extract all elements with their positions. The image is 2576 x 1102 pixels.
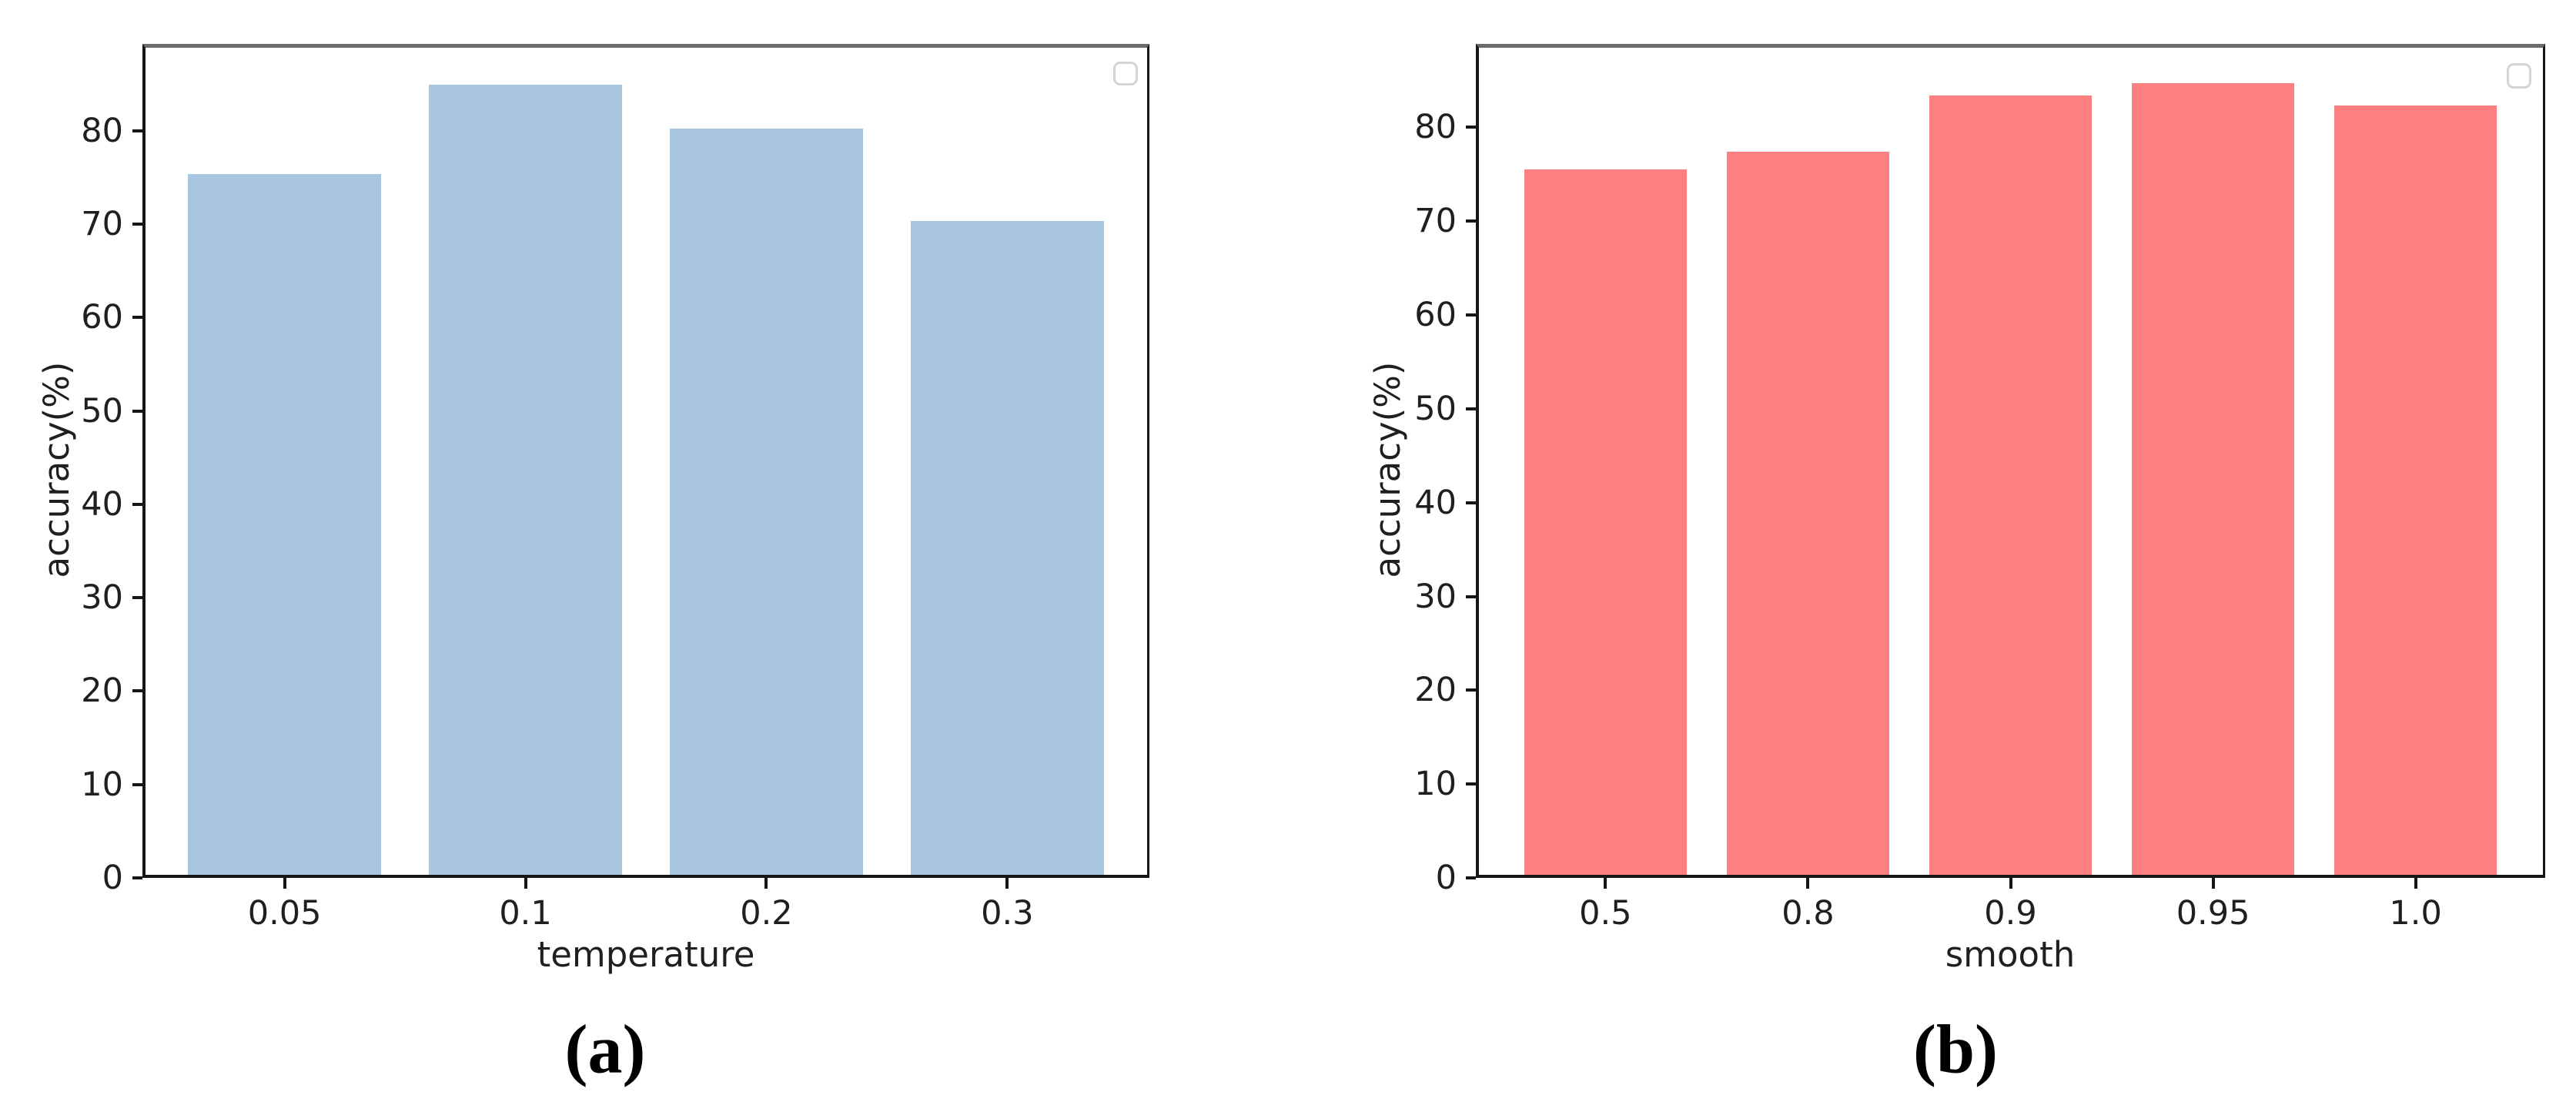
y-tick-label: 50 xyxy=(1414,389,1457,428)
legend-box-icon xyxy=(2507,63,2531,89)
x-tick-label: 1.0 xyxy=(2389,894,2442,933)
panel-caption-a: (a) xyxy=(564,1011,646,1088)
x-tick-mark xyxy=(2211,878,2215,889)
x-tick-label: 0.95 xyxy=(2176,894,2250,933)
x-tick-label: 0.8 xyxy=(1781,894,1835,933)
x-tick-label: 0.3 xyxy=(981,894,1034,933)
y-tick-mark xyxy=(132,316,142,320)
bar-smooth-0.8 xyxy=(1727,152,1889,878)
bar-smooth-0.5 xyxy=(1524,169,1687,878)
bar-smooth-0.9 xyxy=(1929,95,2092,878)
y-tick-label: 10 xyxy=(1414,765,1457,804)
x-tick-mark xyxy=(283,878,286,889)
bar-smooth-0.95 xyxy=(2132,83,2294,878)
y-tick-mark xyxy=(132,409,142,413)
x-tick-mark xyxy=(2414,878,2417,889)
x-tick-mark xyxy=(2009,878,2012,889)
y-tick-label: 80 xyxy=(81,111,123,150)
x-axis-label-a: temperature xyxy=(537,934,755,975)
x-tick-label: 0.1 xyxy=(499,894,552,933)
x-tick-mark xyxy=(1806,878,1810,889)
y-tick-label: 60 xyxy=(81,298,123,337)
x-tick-label: 0.5 xyxy=(1579,894,1632,933)
x-tick-mark xyxy=(1604,878,1607,889)
bar-temperature-0.3 xyxy=(911,221,1104,878)
y-tick-mark xyxy=(1466,501,1476,504)
y-tick-label: 70 xyxy=(81,205,123,244)
y-tick-label: 50 xyxy=(81,391,123,430)
y-tick-mark xyxy=(1466,595,1476,598)
bar-temperature-0.05 xyxy=(188,173,381,878)
y-tick-label: 10 xyxy=(81,765,123,804)
y-tick-label: 70 xyxy=(1414,202,1457,241)
y-tick-label: 40 xyxy=(1414,483,1457,522)
bar-smooth-1.0 xyxy=(2334,106,2497,878)
x-tick-mark xyxy=(764,878,768,889)
y-tick-label: 60 xyxy=(1414,296,1457,335)
x-axis-label-b: smooth xyxy=(1945,934,2076,975)
x-tick-label: 0.05 xyxy=(247,894,322,933)
y-tick-mark xyxy=(1466,407,1476,410)
x-tick-mark xyxy=(524,878,527,889)
x-tick-mark xyxy=(1005,878,1009,889)
y-tick-label: 40 xyxy=(81,484,123,524)
y-tick-mark xyxy=(132,876,142,879)
y-axis-label-a: accuracy(%) xyxy=(36,361,77,578)
x-tick-label: 0.2 xyxy=(740,894,793,933)
y-tick-label: 0 xyxy=(1435,859,1457,897)
y-tick-label: 20 xyxy=(1414,671,1457,710)
y-tick-label: 30 xyxy=(1414,577,1457,616)
y-tick-label: 80 xyxy=(1414,108,1457,147)
y-tick-mark xyxy=(1466,782,1476,786)
y-tick-mark xyxy=(132,596,142,600)
y-tick-mark xyxy=(1466,219,1476,223)
y-tick-mark xyxy=(1466,876,1476,879)
legend-box-icon xyxy=(1113,62,1138,85)
y-tick-label: 20 xyxy=(81,672,123,711)
y-tick-label: 30 xyxy=(81,578,123,618)
y-tick-mark xyxy=(132,782,142,786)
y-tick-mark xyxy=(132,129,142,132)
y-axis-label-b: accuracy(%) xyxy=(1367,361,1408,578)
y-tick-label: 0 xyxy=(102,859,123,897)
y-tick-mark xyxy=(132,689,142,693)
bar-temperature-0.2 xyxy=(670,129,863,878)
y-tick-mark xyxy=(132,223,142,226)
y-tick-mark xyxy=(1466,313,1476,317)
y-tick-mark xyxy=(132,502,142,506)
y-tick-mark xyxy=(1466,688,1476,692)
y-tick-mark xyxy=(1466,126,1476,129)
x-tick-label: 0.9 xyxy=(1984,894,2037,933)
panel-caption-b: (b) xyxy=(1913,1011,1998,1088)
bar-temperature-0.1 xyxy=(429,85,622,878)
